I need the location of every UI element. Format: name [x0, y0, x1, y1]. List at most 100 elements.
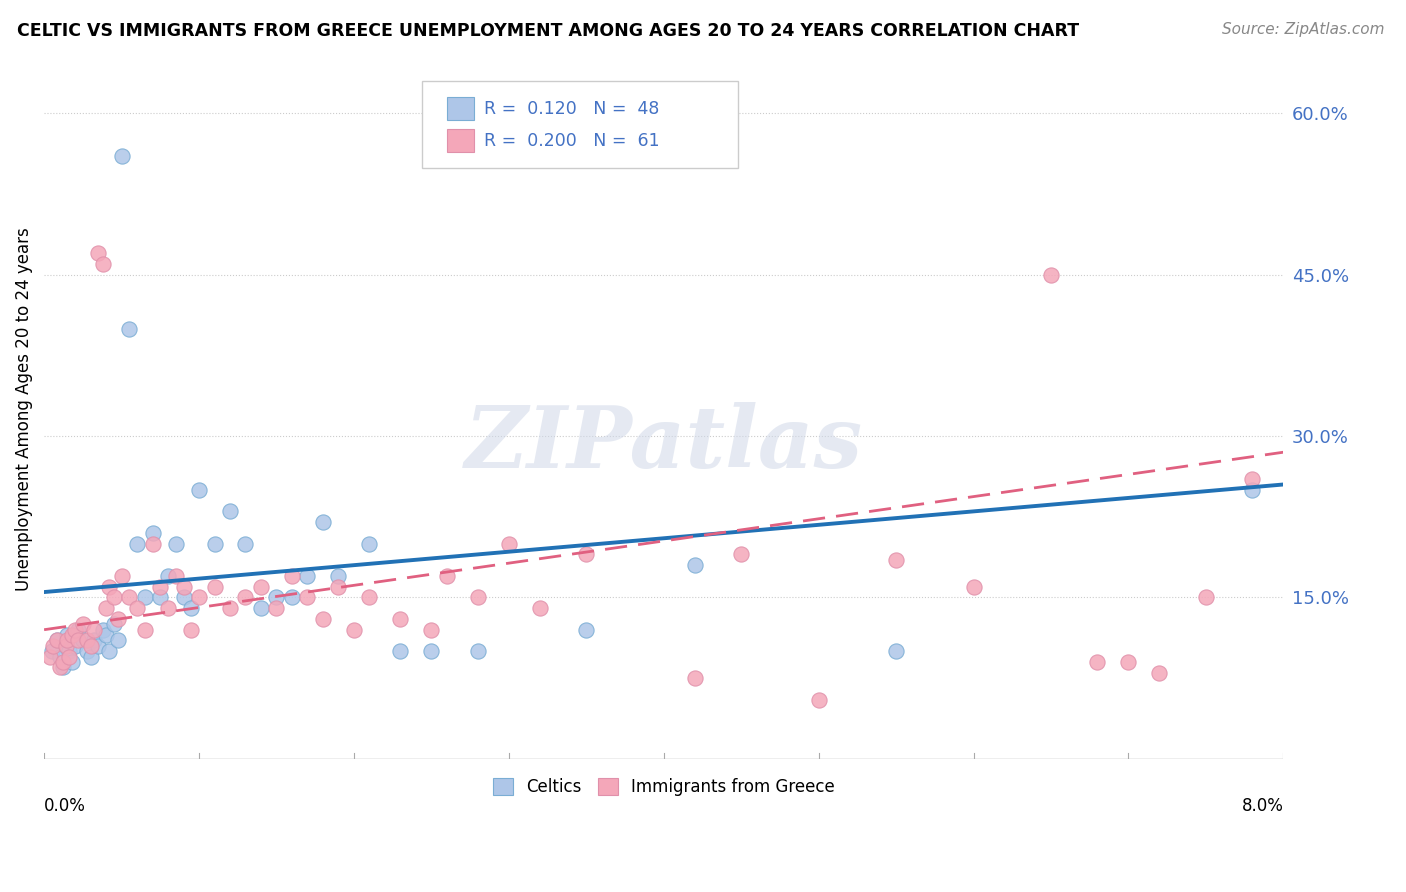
Point — [125, 601, 148, 615]
Point — [110, 149, 132, 163]
Point — [962, 580, 984, 594]
Text: ZIPatlas: ZIPatlas — [464, 402, 863, 486]
Point — [389, 644, 412, 658]
Point — [67, 623, 90, 637]
Point — [76, 633, 98, 648]
Point — [328, 580, 350, 594]
Point — [328, 569, 350, 583]
Point — [83, 623, 105, 637]
Y-axis label: Unemployment Among Ages 20 to 24 years: Unemployment Among Ages 20 to 24 years — [15, 227, 32, 591]
Point — [235, 591, 257, 605]
Point — [42, 639, 65, 653]
Text: R =  0.200   N =  61: R = 0.200 N = 61 — [484, 132, 659, 150]
Point — [157, 601, 180, 615]
Point — [235, 536, 257, 550]
Point — [884, 553, 907, 567]
Point — [94, 601, 117, 615]
Point — [58, 649, 80, 664]
Point — [297, 569, 319, 583]
Point — [157, 569, 180, 583]
Point — [173, 580, 195, 594]
Point — [60, 655, 83, 669]
Point — [103, 591, 125, 605]
Point — [107, 612, 129, 626]
Point — [173, 591, 195, 605]
Point — [63, 639, 86, 653]
Point — [58, 644, 80, 658]
Point — [87, 246, 110, 260]
Point — [250, 580, 273, 594]
Point — [1195, 591, 1218, 605]
Point — [125, 536, 148, 550]
Point — [188, 483, 211, 497]
Point — [55, 639, 77, 653]
Point — [250, 601, 273, 615]
Point — [575, 623, 598, 637]
Point — [103, 617, 125, 632]
Point — [67, 633, 90, 648]
Text: CELTIC VS IMMIGRANTS FROM GREECE UNEMPLOYMENT AMONG AGES 20 TO 24 YEARS CORRELAT: CELTIC VS IMMIGRANTS FROM GREECE UNEMPLO… — [17, 22, 1078, 40]
Point — [188, 591, 211, 605]
Point — [312, 612, 335, 626]
Point — [1087, 655, 1109, 669]
Point — [141, 525, 163, 540]
FancyBboxPatch shape — [447, 128, 474, 152]
Point — [45, 633, 67, 648]
Point — [55, 639, 77, 653]
Point — [1241, 472, 1264, 486]
Point — [730, 548, 752, 562]
Point — [41, 644, 63, 658]
Text: 0.0%: 0.0% — [44, 797, 86, 815]
Point — [266, 601, 288, 615]
Point — [343, 623, 366, 637]
Text: 8.0%: 8.0% — [1241, 797, 1284, 815]
Point — [297, 591, 319, 605]
Point — [359, 591, 381, 605]
Point — [1149, 665, 1171, 680]
Point — [110, 569, 132, 583]
Point — [149, 591, 172, 605]
Point — [420, 623, 443, 637]
Point — [281, 591, 304, 605]
Point — [134, 591, 156, 605]
Point — [83, 633, 105, 648]
Point — [134, 623, 156, 637]
Point — [1118, 655, 1140, 669]
Text: Source: ZipAtlas.com: Source: ZipAtlas.com — [1222, 22, 1385, 37]
Point — [39, 649, 62, 664]
FancyBboxPatch shape — [447, 97, 474, 120]
Point — [72, 617, 94, 632]
Point — [575, 548, 598, 562]
Point — [141, 536, 163, 550]
Point — [63, 623, 86, 637]
Point — [420, 644, 443, 658]
Point — [72, 633, 94, 648]
Point — [281, 569, 304, 583]
Point — [165, 569, 187, 583]
Point — [436, 569, 458, 583]
Point — [683, 558, 706, 573]
Point — [219, 601, 242, 615]
Point — [60, 628, 83, 642]
FancyBboxPatch shape — [422, 80, 738, 168]
Point — [91, 623, 114, 637]
Point — [48, 649, 70, 664]
Point — [467, 591, 489, 605]
Point — [94, 628, 117, 642]
Point — [1040, 268, 1063, 282]
Point — [149, 580, 172, 594]
Point — [76, 644, 98, 658]
Legend: Celtics, Immigrants from Greece: Celtics, Immigrants from Greece — [486, 772, 842, 803]
Point — [359, 536, 381, 550]
Point — [79, 649, 101, 664]
Point — [204, 580, 226, 594]
Point — [683, 671, 706, 685]
Point — [467, 644, 489, 658]
Point — [180, 601, 202, 615]
Point — [56, 628, 79, 642]
Point — [118, 591, 141, 605]
Point — [807, 692, 830, 706]
Point — [1241, 483, 1264, 497]
Point — [266, 591, 288, 605]
Point — [498, 536, 520, 550]
